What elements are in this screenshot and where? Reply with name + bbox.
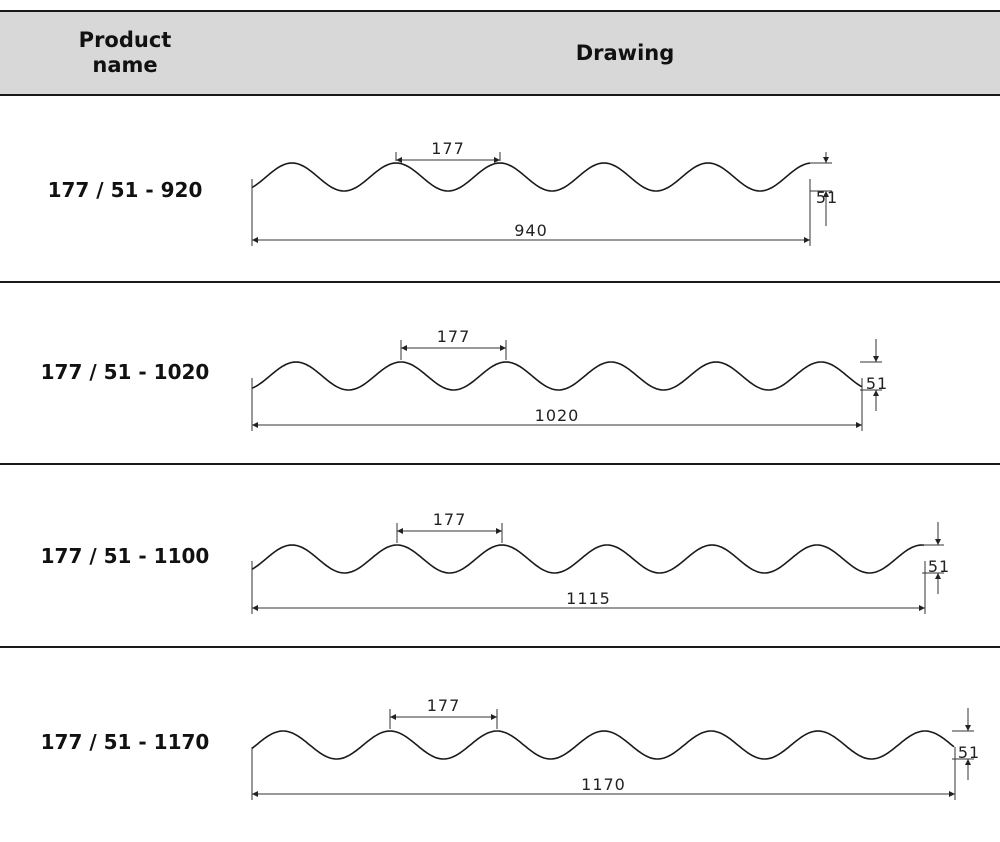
width-arrow-left <box>252 237 258 243</box>
pitch-arrow-left <box>397 528 403 534</box>
height-arrow-top <box>873 356 879 362</box>
width-arrow-left <box>252 605 258 611</box>
width-arrow-left <box>252 791 258 797</box>
corrugated-profile-line <box>251 361 863 391</box>
pitch-dimension-label: 177 <box>433 510 467 529</box>
height-arrow-top <box>823 157 829 163</box>
profile-drawing-1100: 177 1115 51 <box>251 510 950 614</box>
width-dimension-label: 1115 <box>566 589 611 608</box>
corrugated-profile-line <box>251 730 955 760</box>
pitch-arrow-right <box>494 157 500 163</box>
height-arrow-top <box>935 539 941 545</box>
height-arrow-top <box>965 725 971 731</box>
profile-drawing-1170: 177 1170 51 <box>251 696 980 800</box>
width-arrow-right <box>949 791 955 797</box>
profile-drawing-920: 177 940 51 <box>251 139 838 246</box>
pitch-arrow-left <box>396 157 402 163</box>
width-arrow-right <box>856 422 862 428</box>
width-arrow-left <box>252 422 258 428</box>
corrugated-profile-line <box>251 544 925 574</box>
height-dimension-label: 51 <box>958 743 980 762</box>
pitch-arrow-right <box>496 528 502 534</box>
height-dimension-label: 51 <box>928 557 950 576</box>
product-name-1170: 177 / 51 - 1170 <box>40 730 210 754</box>
header-drawing: Drawing <box>575 40 675 65</box>
width-arrow-right <box>919 605 925 611</box>
width-dimension-label: 1170 <box>581 775 626 794</box>
height-arrow-bottom <box>823 191 829 197</box>
pitch-arrow-left <box>390 714 396 720</box>
profile-drawing-1020: 177 1020 51 <box>251 327 888 431</box>
height-dimension-label: 51 <box>816 188 838 207</box>
pitch-dimension-label: 177 <box>437 327 471 346</box>
header-product-name: Product name <box>0 12 250 94</box>
product-name-920: 177 / 51 - 920 <box>47 178 203 202</box>
height-dimension-label: 51 <box>866 374 888 393</box>
pitch-arrow-right <box>500 345 506 351</box>
pitch-dimension-label: 177 <box>427 696 461 715</box>
product-name-1100: 177 / 51 - 1100 <box>40 544 210 568</box>
height-arrow-bottom <box>873 390 879 396</box>
pitch-arrow-right <box>491 714 497 720</box>
height-arrow-bottom <box>965 759 971 765</box>
row-divider <box>0 463 1000 465</box>
pitch-dimension-label: 177 <box>431 139 465 158</box>
header-product-name-line2: name <box>92 53 158 77</box>
height-arrow-bottom <box>935 573 941 579</box>
product-name-1020: 177 / 51 - 1020 <box>40 360 210 384</box>
width-dimension-label: 1020 <box>535 406 580 425</box>
corrugated-profile-line <box>251 162 811 192</box>
table-header: Product name Drawing <box>0 10 1000 96</box>
header-product-name-line1: Product <box>78 28 172 52</box>
pitch-arrow-left <box>401 345 407 351</box>
width-arrow-right <box>804 237 810 243</box>
width-dimension-label: 940 <box>514 221 548 240</box>
row-divider <box>0 281 1000 283</box>
row-divider <box>0 646 1000 648</box>
